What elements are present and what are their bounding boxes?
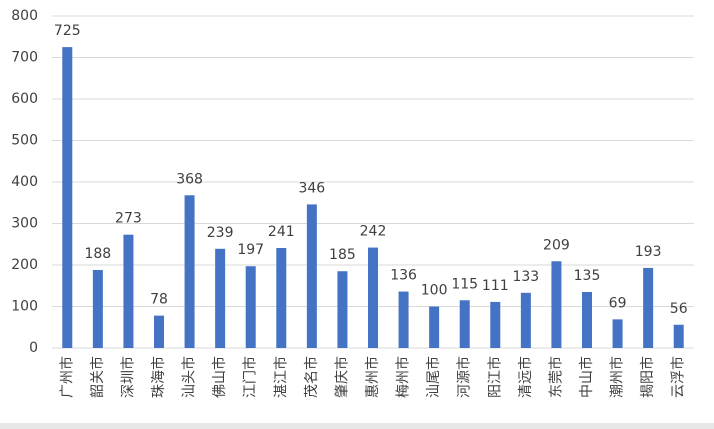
bar [368, 247, 378, 348]
data-label: 209 [543, 237, 570, 253]
data-label: 135 [574, 268, 601, 284]
bar [398, 291, 409, 348]
data-label: 273 [115, 211, 142, 227]
data-label: 100 [421, 283, 448, 299]
y-tick-label: 500 [11, 133, 38, 149]
data-label: 725 [54, 23, 81, 39]
x-tick-label: 阳江市 [486, 356, 503, 398]
bar [62, 47, 73, 348]
x-tick-label: 惠州市 [364, 356, 381, 398]
data-label: 241 [268, 224, 295, 240]
x-tick-label: 潮州市 [609, 356, 626, 398]
y-tick-label: 800 [11, 8, 38, 24]
data-label: 78 [150, 292, 168, 308]
data-label: 133 [512, 269, 539, 285]
bar [520, 292, 531, 348]
x-tick-label: 中山市 [578, 356, 595, 398]
y-tick-label: 200 [11, 257, 38, 273]
x-tick-label: 江门市 [242, 356, 259, 398]
x-tick-label: 梅州市 [395, 356, 412, 398]
data-label: 346 [298, 180, 325, 196]
x-tick-label: 珠海市 [150, 356, 167, 398]
bar [215, 248, 226, 348]
data-label: 368 [176, 171, 203, 187]
y-tick-label: 300 [11, 216, 38, 232]
data-label: 239 [207, 225, 234, 241]
x-tick-label: 佛山市 [211, 356, 228, 398]
data-label: 69 [609, 295, 627, 311]
bar [154, 315, 164, 348]
bottom-strip [0, 423, 714, 429]
y-tick-label: 100 [11, 299, 38, 315]
data-label: 188 [84, 246, 111, 262]
bar [612, 319, 623, 348]
y-tick-label: 0 [29, 340, 38, 356]
bar [337, 271, 348, 348]
data-label: 242 [360, 224, 387, 240]
bar [429, 306, 440, 348]
bar [276, 247, 287, 348]
y-tick-label: 600 [11, 91, 38, 107]
bar [306, 204, 317, 348]
data-label: 197 [237, 242, 264, 258]
bar [245, 266, 256, 348]
data-label: 185 [329, 247, 356, 263]
bar [582, 291, 592, 348]
data-label: 111 [482, 278, 509, 294]
data-label: 136 [390, 268, 417, 284]
data-label: 193 [635, 244, 662, 260]
x-tick-label: 云浮市 [670, 356, 687, 398]
bar [490, 301, 501, 348]
x-tick-label: 清远市 [517, 356, 534, 398]
x-tick-label: 韶关市 [89, 356, 106, 398]
bar [184, 195, 195, 348]
x-tick-label: 茂名市 [303, 356, 320, 398]
x-tick-label: 广州市 [58, 356, 75, 398]
bar [643, 267, 654, 348]
x-tick-label: 深圳市 [119, 356, 136, 398]
bar [92, 269, 103, 348]
bar [123, 234, 134, 348]
y-tick-label: 700 [11, 50, 38, 66]
data-label: 115 [451, 276, 478, 292]
bar [459, 300, 470, 348]
x-tick-label: 湛江市 [272, 356, 289, 398]
x-tick-label: 河源市 [456, 356, 473, 398]
x-tick-label: 肇庆市 [333, 356, 350, 398]
data-label: 56 [670, 301, 688, 317]
x-tick-label: 汕头市 [181, 356, 198, 398]
x-tick-label: 汕尾市 [425, 356, 442, 398]
y-tick-label: 400 [11, 174, 38, 190]
x-tick-label: 东莞市 [547, 356, 564, 398]
x-tick-label: 揭阳市 [639, 356, 656, 398]
bar [551, 261, 562, 348]
bar [673, 324, 684, 348]
